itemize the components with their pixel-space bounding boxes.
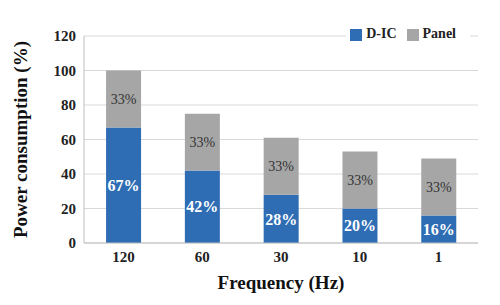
svg-text:Frequency (Hz): Frequency (Hz) bbox=[218, 272, 345, 294]
svg-text:33%: 33% bbox=[347, 173, 373, 188]
svg-text:33%: 33% bbox=[268, 159, 294, 174]
svg-text:10: 10 bbox=[352, 249, 367, 265]
svg-text:33%: 33% bbox=[426, 180, 452, 195]
svg-text:120: 120 bbox=[112, 249, 135, 265]
svg-text:60: 60 bbox=[61, 132, 76, 148]
svg-text:30: 30 bbox=[274, 249, 289, 265]
svg-text:100: 100 bbox=[54, 63, 77, 79]
svg-text:60: 60 bbox=[195, 249, 210, 265]
svg-text:20%: 20% bbox=[344, 217, 376, 234]
html-text:D-IC: D-IC bbox=[366, 26, 397, 41]
svg-text:20: 20 bbox=[61, 201, 76, 217]
svg-text:120: 120 bbox=[54, 28, 77, 44]
svg-text:33%: 33% bbox=[111, 92, 137, 107]
svg-text:40: 40 bbox=[61, 166, 76, 182]
svg-text:28%: 28% bbox=[265, 211, 297, 228]
svg-text:33%: 33% bbox=[190, 135, 216, 150]
svg-text:67%: 67% bbox=[108, 177, 140, 194]
svg-text:0: 0 bbox=[69, 235, 77, 251]
svg-text:42%: 42% bbox=[186, 198, 218, 215]
svg-text:80: 80 bbox=[61, 97, 76, 113]
svg-text:Power consumption (%): Power consumption (%) bbox=[10, 41, 32, 238]
html-text:Panel: Panel bbox=[422, 26, 456, 41]
svg-text:16%: 16% bbox=[423, 221, 455, 238]
svg-text:1: 1 bbox=[435, 249, 443, 265]
